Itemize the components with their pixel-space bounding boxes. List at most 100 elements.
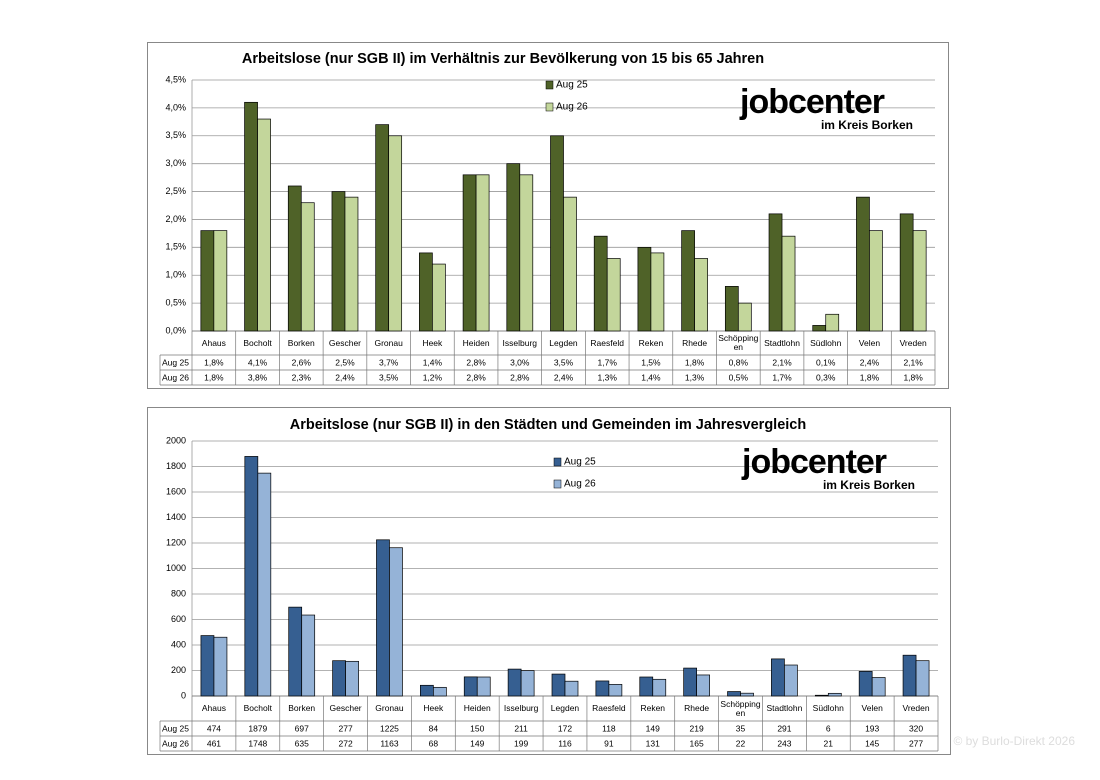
x-tick-label: Ahaus [201, 703, 226, 713]
bar [814, 694, 829, 697]
x-tick-label: Legden [549, 337, 578, 348]
x-tick-label-box: Isselburg [503, 703, 539, 713]
y-tick-label: 0,5% [165, 297, 186, 307]
table-cell: 0,1% [816, 357, 836, 367]
bar [812, 325, 827, 332]
table-cell: 1,7% [598, 357, 618, 367]
bar [200, 635, 215, 697]
table-cell: 193 [865, 723, 879, 733]
bar [331, 191, 346, 332]
x-tick-label-box: Schöppingen [718, 334, 758, 352]
bar [593, 235, 608, 332]
legend-swatch [553, 479, 562, 489]
x-tick-label-box: Isselburg [503, 338, 538, 347]
bar [287, 185, 302, 332]
bar [727, 691, 741, 697]
table-cell: 199 [514, 738, 528, 748]
y-tick-label: 1,0% [165, 270, 186, 280]
bar [288, 606, 303, 697]
bar [650, 252, 665, 332]
bar [681, 230, 695, 332]
y-tick-label: 1800 [166, 461, 186, 471]
table-cell: 2,1% [772, 357, 792, 367]
x-tick-label-box: Gescher [330, 704, 362, 713]
bar [608, 684, 623, 697]
x-tick-label: Stadtlohn [766, 703, 803, 713]
x-tick-label: Heiden [463, 703, 491, 713]
x-tick-label: Gescher [328, 337, 362, 348]
bar [639, 676, 654, 697]
table-cell: 0,8% [729, 357, 749, 367]
table-cell: 219 [690, 723, 704, 733]
y-tick-label: 800 [171, 588, 186, 598]
x-tick-label-box: Legden [549, 337, 578, 348]
table-cell: 2,8% [466, 372, 486, 382]
bar [520, 670, 535, 697]
chart-title: Arbeitslose (nur SGB II) im Verhältnis z… [242, 51, 764, 67]
table-cell: 3,5% [379, 372, 399, 382]
bar [345, 660, 359, 697]
bar [912, 230, 927, 332]
table-cell: 291 [777, 723, 791, 733]
bar [419, 252, 433, 332]
x-tick-label-box: Velen [861, 703, 883, 713]
table-cell: 118 [602, 723, 616, 733]
bar [200, 230, 215, 332]
x-tick-label-box: Südlohn [810, 338, 841, 347]
x-tick-label: Stadtlohn [764, 337, 800, 348]
x-tick-label: Velen [858, 337, 881, 348]
bar [213, 230, 228, 332]
x-tick-label: Südlohn [812, 703, 844, 713]
bar [244, 101, 258, 332]
table-cell: 461 [207, 738, 221, 748]
x-tick-label-box: Heiden [463, 703, 491, 713]
table-cell: 1163 [380, 738, 399, 748]
table-cell: 84 [429, 723, 439, 733]
table-cell: 4,1% [248, 357, 268, 367]
x-tick-label-box: Rhede [682, 338, 707, 347]
bar [856, 196, 870, 332]
bar [902, 654, 917, 697]
table-row-label: Aug 25 [162, 723, 189, 733]
bar [462, 174, 477, 332]
x-tick-label: Schöppingen [720, 698, 761, 718]
y-tick-label: 2000 [166, 435, 186, 445]
x-tick-label: Velen [861, 703, 883, 713]
y-tick-label: 3,5% [165, 130, 186, 140]
bar [506, 163, 521, 332]
table-cell: 1,8% [860, 372, 880, 382]
bar [301, 614, 316, 697]
bar [915, 660, 930, 697]
bar [376, 539, 390, 697]
y-tick-label: 1,5% [165, 242, 186, 252]
y-tick-label: 2,0% [165, 214, 186, 224]
y-tick-label: 0,0% [165, 325, 186, 335]
bar [740, 692, 754, 697]
bar [595, 680, 610, 697]
table-cell: 474 [207, 723, 221, 733]
x-tick-label-box: Ahaus [201, 703, 226, 713]
x-tick-label-box: Heiden [463, 338, 490, 347]
x-tick-label-box: Reken [639, 338, 664, 347]
table-cell: 2,8% [510, 372, 530, 382]
x-tick-label: Reken [640, 703, 666, 713]
table-cell: 116 [558, 738, 572, 748]
bar [257, 118, 271, 332]
x-tick-label-box: Heek [422, 338, 442, 347]
legend-label: Aug 26 [564, 479, 596, 490]
x-tick-label-box: Raesfeld [590, 338, 624, 347]
x-tick-label: Isselburg [503, 703, 539, 713]
x-tick-label: Ahaus [201, 337, 226, 348]
bar [300, 202, 315, 332]
y-tick-label: 1600 [166, 486, 186, 496]
table-cell: 1,5% [641, 357, 661, 367]
bar [694, 258, 708, 332]
table-cell: 149 [470, 738, 484, 748]
x-tick-label: Gronau [374, 337, 403, 348]
x-tick-label-box: Bocholt [243, 338, 271, 347]
table-cell: 635 [295, 738, 309, 748]
table-cell: 1,8% [204, 372, 224, 382]
bar [375, 124, 390, 332]
x-tick-label-box: Stadtlohn [766, 703, 803, 713]
